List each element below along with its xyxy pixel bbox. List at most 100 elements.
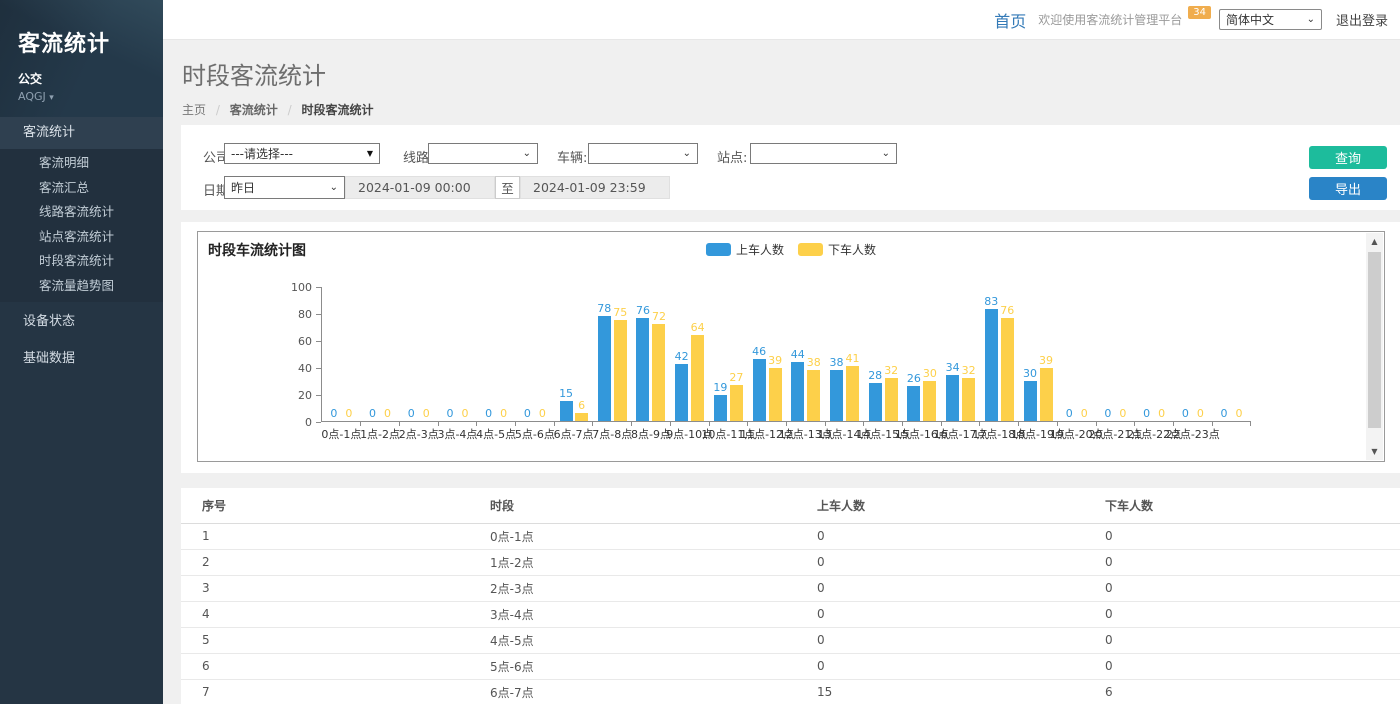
bar-value-label: 0 [1235, 407, 1243, 420]
bar-wrap: 0 [1218, 286, 1231, 421]
x-axis-tick-label: 3点-4点 [437, 428, 478, 441]
sidebar-item-base-data[interactable]: 基础数据 [23, 351, 76, 366]
bar[interactable] [807, 369, 821, 421]
table-row: 7 6点-7点 15 6 [181, 679, 1400, 704]
table-cell: 0 [1105, 549, 1400, 576]
bar-wrap: 0 [443, 286, 456, 421]
query-button[interactable]: 查询 [1309, 146, 1387, 169]
legend-swatch-icon [705, 243, 731, 256]
bar[interactable] [946, 375, 960, 421]
bar-value-label: 76 [635, 304, 650, 318]
bar-value-label: 26 [906, 371, 921, 385]
sidebar-subitem[interactable]: 客流汇总 [39, 179, 90, 195]
bar-value-label: 32 [884, 363, 899, 377]
scrollbar-thumb[interactable] [1368, 252, 1381, 428]
home-link[interactable]: 首页 [994, 11, 1027, 31]
bar[interactable] [575, 412, 589, 421]
bar[interactable] [636, 318, 650, 421]
bar-value-label: 0 [1119, 407, 1127, 420]
bar[interactable] [613, 319, 627, 421]
bar-wrap: 0 [405, 286, 418, 421]
legend-item[interactable]: 下车人数 [798, 241, 876, 258]
bar[interactable] [1023, 380, 1037, 421]
table-cell: 4点-5点 [490, 627, 817, 654]
bar[interactable] [691, 334, 705, 421]
bar[interactable] [845, 365, 859, 421]
x-axis-tick-label: 16点-17点 [933, 428, 988, 441]
bar-group: 46 39 11点-12点 [740, 286, 794, 441]
sidebar-item-device-status[interactable]: 设备状态 [23, 314, 76, 329]
bar-value-label: 30 [1023, 366, 1037, 380]
notification-badge[interactable]: 34 [1188, 6, 1211, 19]
table-cell: 0 [1105, 601, 1400, 628]
bar-value-label: 34 [945, 361, 960, 375]
bar[interactable] [907, 385, 921, 421]
sidebar-subitem[interactable]: 客流量趋势图 [39, 277, 115, 293]
bar-value-label: 0 [384, 407, 392, 420]
chevron-down-icon: ▾ [49, 93, 54, 103]
scroll-down-icon[interactable]: ▼ [1371, 447, 1378, 456]
logout-link[interactable]: 退出登录 [1335, 14, 1388, 29]
date-end-input[interactable]: 2024-01-09 23:59 [520, 176, 670, 199]
language-select[interactable]: 简体中文 ⌄ [1218, 9, 1322, 30]
bar-wrap: 75 [613, 286, 627, 421]
bar-value-label: 0 [407, 407, 415, 420]
x-axis-tick-label: 11点-12点 [740, 428, 795, 441]
bar[interactable] [768, 368, 782, 421]
user-dropdown[interactable]: AQGJ ▾ [18, 90, 163, 103]
sidebar-subitem[interactable]: 时段客流统计 [39, 253, 115, 268]
bar[interactable] [729, 384, 743, 421]
bar-wrap: 30 [1023, 286, 1037, 421]
scroll-up-icon[interactable]: ▲ [1371, 237, 1378, 246]
bar[interactable] [1039, 368, 1053, 421]
bar[interactable] [597, 315, 611, 421]
bar-wrap: 42 [675, 286, 689, 421]
date-start-input[interactable]: 2024-01-09 00:00 [345, 176, 495, 199]
date-preset-select[interactable]: 昨日 ⌄ [224, 176, 345, 199]
x-axis-tick-label: 2点-3点 [398, 428, 439, 441]
x-axis-tick-label: 9点-10点 [666, 428, 714, 441]
bar[interactable] [923, 380, 937, 421]
x-axis-tick-label: 1点-2点 [360, 428, 401, 441]
bar-wrap: 0 [536, 286, 549, 421]
bar-value-label: 39 [768, 354, 783, 368]
bar[interactable] [962, 377, 976, 421]
chart-scrollbar[interactable]: ▲ ▼ [1366, 233, 1383, 460]
legend-item[interactable]: 上车人数 [705, 241, 784, 258]
chart-plot-area: 0 0 0点-1点 0 0 1点-2点 0 0 2点-3点 0 0 3点-4点 0 0 4点-5点 0 0 5点-… [321, 286, 1252, 442]
breadcrumb-home[interactable]: 主页 [182, 103, 207, 117]
station-select[interactable]: ⌄ [750, 143, 897, 164]
bar[interactable] [559, 400, 573, 421]
chart-legend: 上车人数 下车人数 [705, 241, 876, 258]
x-axis-tick-label: 4点-5点 [476, 428, 517, 441]
bar-group: 0023点-24点 [1212, 286, 1252, 426]
bar-group: 42 64 9点-10点 [666, 286, 713, 441]
sidebar-subitem[interactable]: 站点客流统计 [39, 228, 115, 244]
vehicle-select[interactable]: ⌄ [588, 143, 698, 164]
sidebar-subitem[interactable]: 客流明细 [39, 155, 90, 170]
bar[interactable] [791, 361, 805, 421]
breadcrumb-passenger-stats[interactable]: 客流统计 [229, 103, 278, 117]
bar-group: 0 0 1点-2点 [360, 286, 400, 441]
bar[interactable] [829, 369, 843, 421]
bar[interactable] [752, 358, 766, 421]
bar[interactable] [884, 377, 898, 421]
bar[interactable] [984, 308, 998, 421]
bar-group: 26 30 15点-16点 [895, 286, 949, 442]
topbar: 首页 欢迎使用客流统计管理平台 34 简体中文 ⌄ 退出登录 [163, 0, 1400, 40]
line-select[interactable]: ⌄ [428, 143, 538, 164]
bar[interactable] [675, 364, 689, 421]
x-axis-tick-label: 17点-18点 [972, 428, 1027, 441]
y-axis-tick-label: 20 [298, 389, 312, 402]
filter-panel: 公司: ---请选择--- ▼ 线路: ⌄ 车辆: ⌄ 站点: ⌄ 日期: 昨日… [181, 125, 1400, 210]
welcome-text: 欢迎使用客流统计管理平台 [1038, 13, 1183, 27]
bar[interactable] [713, 395, 727, 421]
bar[interactable] [868, 383, 882, 421]
bar[interactable] [652, 323, 666, 421]
bar-wrap: 38 [807, 286, 821, 421]
sidebar-item-passenger-stats[interactable]: 客流统计 [0, 117, 163, 149]
company-select[interactable]: ---请选择--- ▼ [224, 143, 380, 164]
bar[interactable] [1000, 318, 1014, 421]
sidebar-subitem[interactable]: 线路客流统计 [39, 204, 115, 219]
export-button[interactable]: 导出 [1309, 177, 1387, 200]
